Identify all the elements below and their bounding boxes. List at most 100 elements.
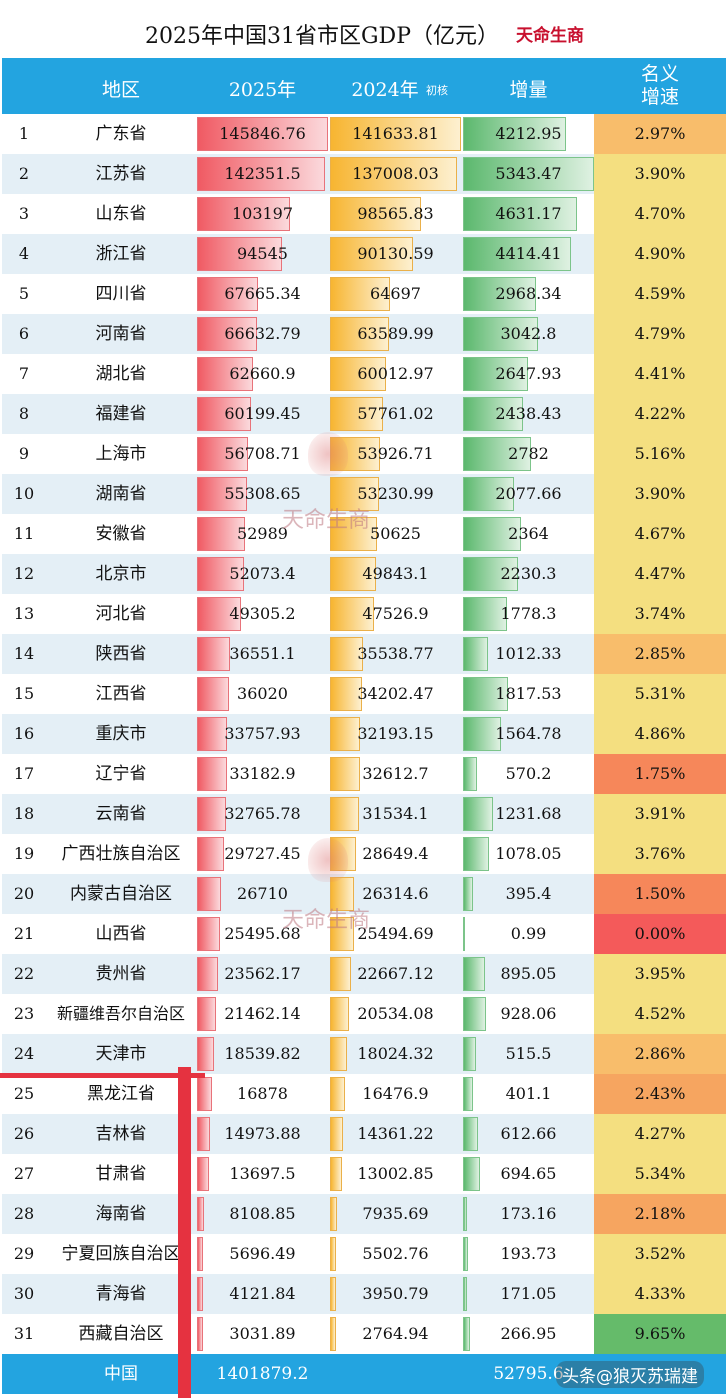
value-2025: 4121.84	[229, 1284, 296, 1303]
value-2024: 26314.6	[362, 884, 429, 903]
region-name: 上海市	[95, 444, 147, 464]
bar-2025	[197, 757, 227, 791]
value-2024: 5502.76	[362, 1244, 429, 1263]
bar-delta	[463, 477, 514, 511]
rank-number: 13	[13, 604, 35, 623]
value-delta: 4631.17	[495, 204, 562, 223]
value-delta: 173.16	[500, 1204, 557, 1223]
table-row: 9.65% 31 西藏自治区 3031.89 2764.94 266.95	[2, 1314, 726, 1354]
page-header: 2025年中国31省市区GDP（亿元） 天命生商	[0, 0, 728, 56]
table-row: 2.18% 28 海南省 8108.85 7935.69 173.16	[2, 1194, 726, 1234]
value-2024: 50625	[370, 524, 421, 543]
bar-delta	[463, 157, 594, 191]
rank-number: 11	[13, 524, 35, 543]
value-delta: 928.06	[500, 1004, 557, 1023]
watermark-text: 天命生商	[282, 908, 371, 933]
value-2025: 32765.78	[224, 804, 301, 823]
total-name: 中国	[104, 1364, 138, 1384]
bar-2024	[330, 1197, 338, 1231]
bar-2025	[197, 157, 325, 191]
bar-delta	[463, 1317, 470, 1351]
growth-rate: 4.33%	[594, 1274, 726, 1314]
value-2024: 22667.12	[357, 964, 434, 983]
bar-2025	[197, 957, 219, 991]
value-delta: 895.05	[500, 964, 557, 983]
bar-delta	[463, 357, 528, 391]
bar-delta	[463, 277, 536, 311]
table-row: 4.86% 16 重庆市 33757.93 32193.15 1564.78	[2, 714, 726, 754]
region-name: 黑龙江省	[87, 1084, 155, 1104]
rank-number: 14	[13, 644, 35, 663]
value-2025: 33757.93	[224, 724, 301, 743]
bar-delta	[463, 717, 502, 751]
region-name: 北京市	[95, 564, 147, 584]
value-delta: 4414.41	[495, 244, 562, 263]
value-delta: 1012.33	[495, 644, 562, 663]
table-row: 4.33% 30 青海省 4121.84 3950.79 171.05	[2, 1274, 726, 1314]
watermark-logo-icon	[308, 432, 348, 476]
value-2025: 3031.89	[229, 1324, 296, 1343]
region-name: 江西省	[95, 684, 147, 704]
table-row: 1.50% 20 内蒙古自治区 26710 26314.6 395.4	[2, 874, 726, 914]
table-row: 3.95% 22 贵州省 23562.17 22667.12 895.05	[2, 954, 726, 994]
value-2025: 103197	[231, 204, 294, 223]
rank-number: 12	[13, 564, 35, 583]
bar-delta	[463, 1077, 473, 1111]
value-2024: 25494.69	[357, 924, 434, 943]
bar-2025	[197, 1197, 205, 1231]
rank-number: 27	[13, 1164, 35, 1183]
growth-rate: 2.97%	[594, 114, 726, 154]
bar-delta	[463, 597, 507, 631]
table-row: 4.22% 8 福建省 60199.45 57761.02 2438.43	[2, 394, 726, 434]
value-2024: 53926.71	[357, 444, 434, 463]
bar-2024	[330, 317, 389, 351]
value-delta: 1231.68	[495, 804, 562, 823]
rank-number: 26	[13, 1124, 35, 1143]
value-2024: 35538.77	[357, 644, 434, 663]
table-row: 3.52% 29 宁夏回族自治区 5696.49 5502.76 193.73	[2, 1234, 726, 1274]
bar-delta	[463, 1117, 479, 1151]
table-row: 3.90% 2 江苏省 142351.5 137008.03 5343.47	[2, 154, 726, 194]
growth-rate: 4.90%	[594, 234, 726, 274]
value-2025: 16878	[237, 1084, 288, 1103]
growth-rate: 4.47%	[594, 554, 726, 594]
bar-2024	[330, 1037, 347, 1071]
bar-2024	[330, 757, 361, 791]
rank-number: 10	[13, 484, 35, 503]
rank-number: 6	[18, 324, 30, 343]
divider-mark-horizontal	[0, 1073, 205, 1078]
rank-number: 23	[13, 1004, 35, 1023]
value-delta: 2782	[508, 444, 549, 463]
value-2025: 66632.79	[224, 324, 301, 343]
value-2024: 31534.1	[362, 804, 429, 823]
bar-2024	[330, 1317, 336, 1351]
rank-number: 2	[18, 164, 30, 183]
region-name: 浙江省	[95, 244, 147, 264]
value-2025: 33182.9	[229, 764, 296, 783]
value-2025: 62660.9	[229, 364, 296, 383]
rank-number: 20	[13, 884, 35, 903]
value-2025: 23562.17	[224, 964, 301, 983]
value-2025: 49305.2	[229, 604, 296, 623]
bar-2024	[330, 117, 461, 151]
bar-2024	[330, 797, 360, 831]
rank-number: 30	[13, 1284, 35, 1303]
table-row: 4.41% 7 湖北省 62660.9 60012.97 2647.93	[2, 354, 726, 394]
bar-2024	[330, 157, 457, 191]
value-delta: 2968.34	[495, 284, 562, 303]
table-row: 4.90% 4 浙江省 94545 90130.59 4414.41	[2, 234, 726, 274]
bar-2025	[197, 797, 227, 831]
table-row: 4.47% 12 北京市 52073.4 49843.1 2230.3	[2, 554, 726, 594]
bar-2024	[330, 837, 357, 871]
value-delta: 401.1	[505, 1084, 552, 1103]
header-2025: 2025年	[228, 79, 297, 101]
bar-2024	[330, 557, 377, 591]
value-delta: 515.5	[505, 1044, 552, 1063]
value-delta: 2364	[508, 524, 549, 543]
bar-delta	[463, 957, 485, 991]
bar-delta	[463, 637, 488, 671]
header-2024: 2024年	[351, 79, 419, 101]
header-growth: 名义 增速	[640, 63, 679, 108]
value-2024: 7935.69	[362, 1204, 429, 1223]
region-name: 河南省	[95, 324, 147, 344]
